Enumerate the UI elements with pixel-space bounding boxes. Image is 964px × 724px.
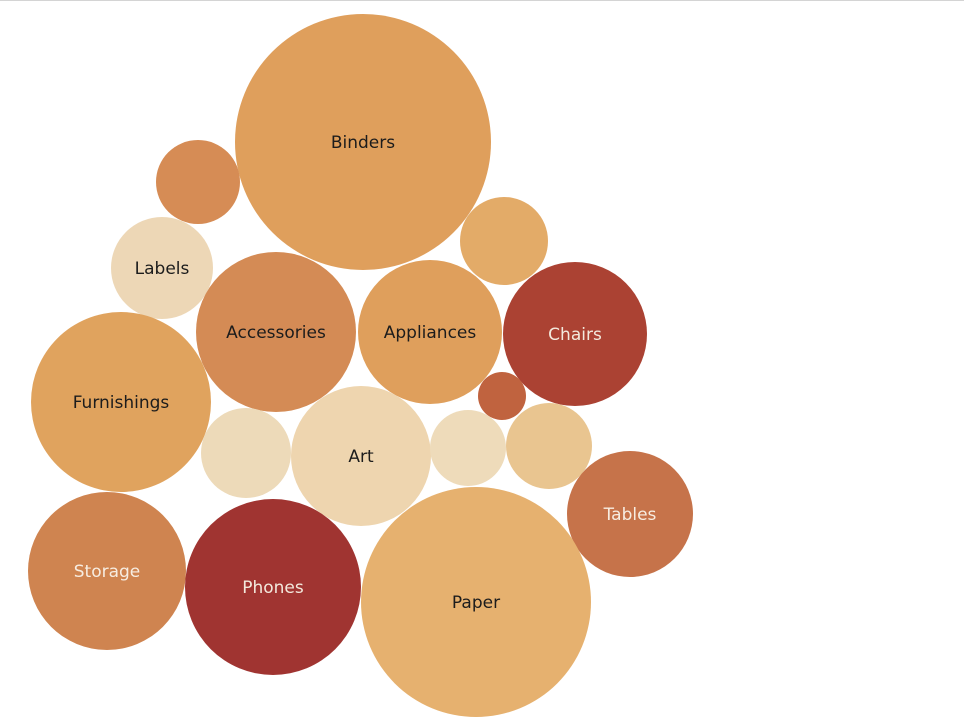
bubble-paper[interactable]: Paper [361,487,591,717]
bubble-circle[interactable] [111,217,213,319]
bubble-label: Chairs [548,325,602,345]
bubble-chairs[interactable]: Chairs [503,262,647,406]
bubble-circle[interactable] [503,262,647,406]
bubble-storage[interactable]: Storage [28,492,186,650]
bubble-circle[interactable] [567,451,693,577]
bubble-unlabeled-1[interactable] [156,140,240,224]
bubble-labels[interactable]: Labels [111,217,213,319]
bubble-circle[interactable] [358,260,502,404]
bubble-circle[interactable] [291,386,431,526]
bubble-label: Furnishings [73,393,170,413]
bubble-phones[interactable]: Phones [185,499,361,675]
bubble-appliances[interactable]: Appliances [358,260,502,404]
bubble-circle[interactable] [430,410,506,486]
bubble-label: Accessories [226,323,326,343]
bubble-unlabeled-2[interactable] [460,197,548,285]
bubble-binders[interactable]: Binders [235,14,491,270]
bubble-circle[interactable] [460,197,548,285]
bubble-unlabeled-9[interactable] [201,408,291,498]
bubble-circle[interactable] [196,252,356,412]
bubble-label: Appliances [384,323,477,343]
bubble-circle[interactable] [478,372,526,420]
bubble-label: Art [348,447,374,467]
bubble-circle[interactable] [361,487,591,717]
bubble-label: Storage [74,562,141,582]
bubble-circle[interactable] [156,140,240,224]
bubble-circle[interactable] [201,408,291,498]
bubble-unlabeled-12[interactable] [506,403,592,489]
bubble-unlabeled-11[interactable] [430,410,506,486]
bubble-label: Tables [603,505,657,525]
bubble-circle[interactable] [235,14,491,270]
bubble-label: Labels [135,259,190,279]
bubble-tables[interactable]: Tables [567,451,693,577]
bubble-art[interactable]: Art [291,386,431,526]
bubble-accessories[interactable]: Accessories [196,252,356,412]
bubble-circle[interactable] [506,403,592,489]
bubble-unlabeled-7[interactable] [478,372,526,420]
bubble-circle[interactable] [28,492,186,650]
bubble-label: Phones [242,578,304,598]
bubble-furnishings[interactable]: Furnishings [31,312,211,492]
bubble-circle[interactable] [31,312,211,492]
bubble-label: Paper [452,593,500,613]
bubble-circle[interactable] [185,499,361,675]
bubble-label: Binders [331,133,395,153]
